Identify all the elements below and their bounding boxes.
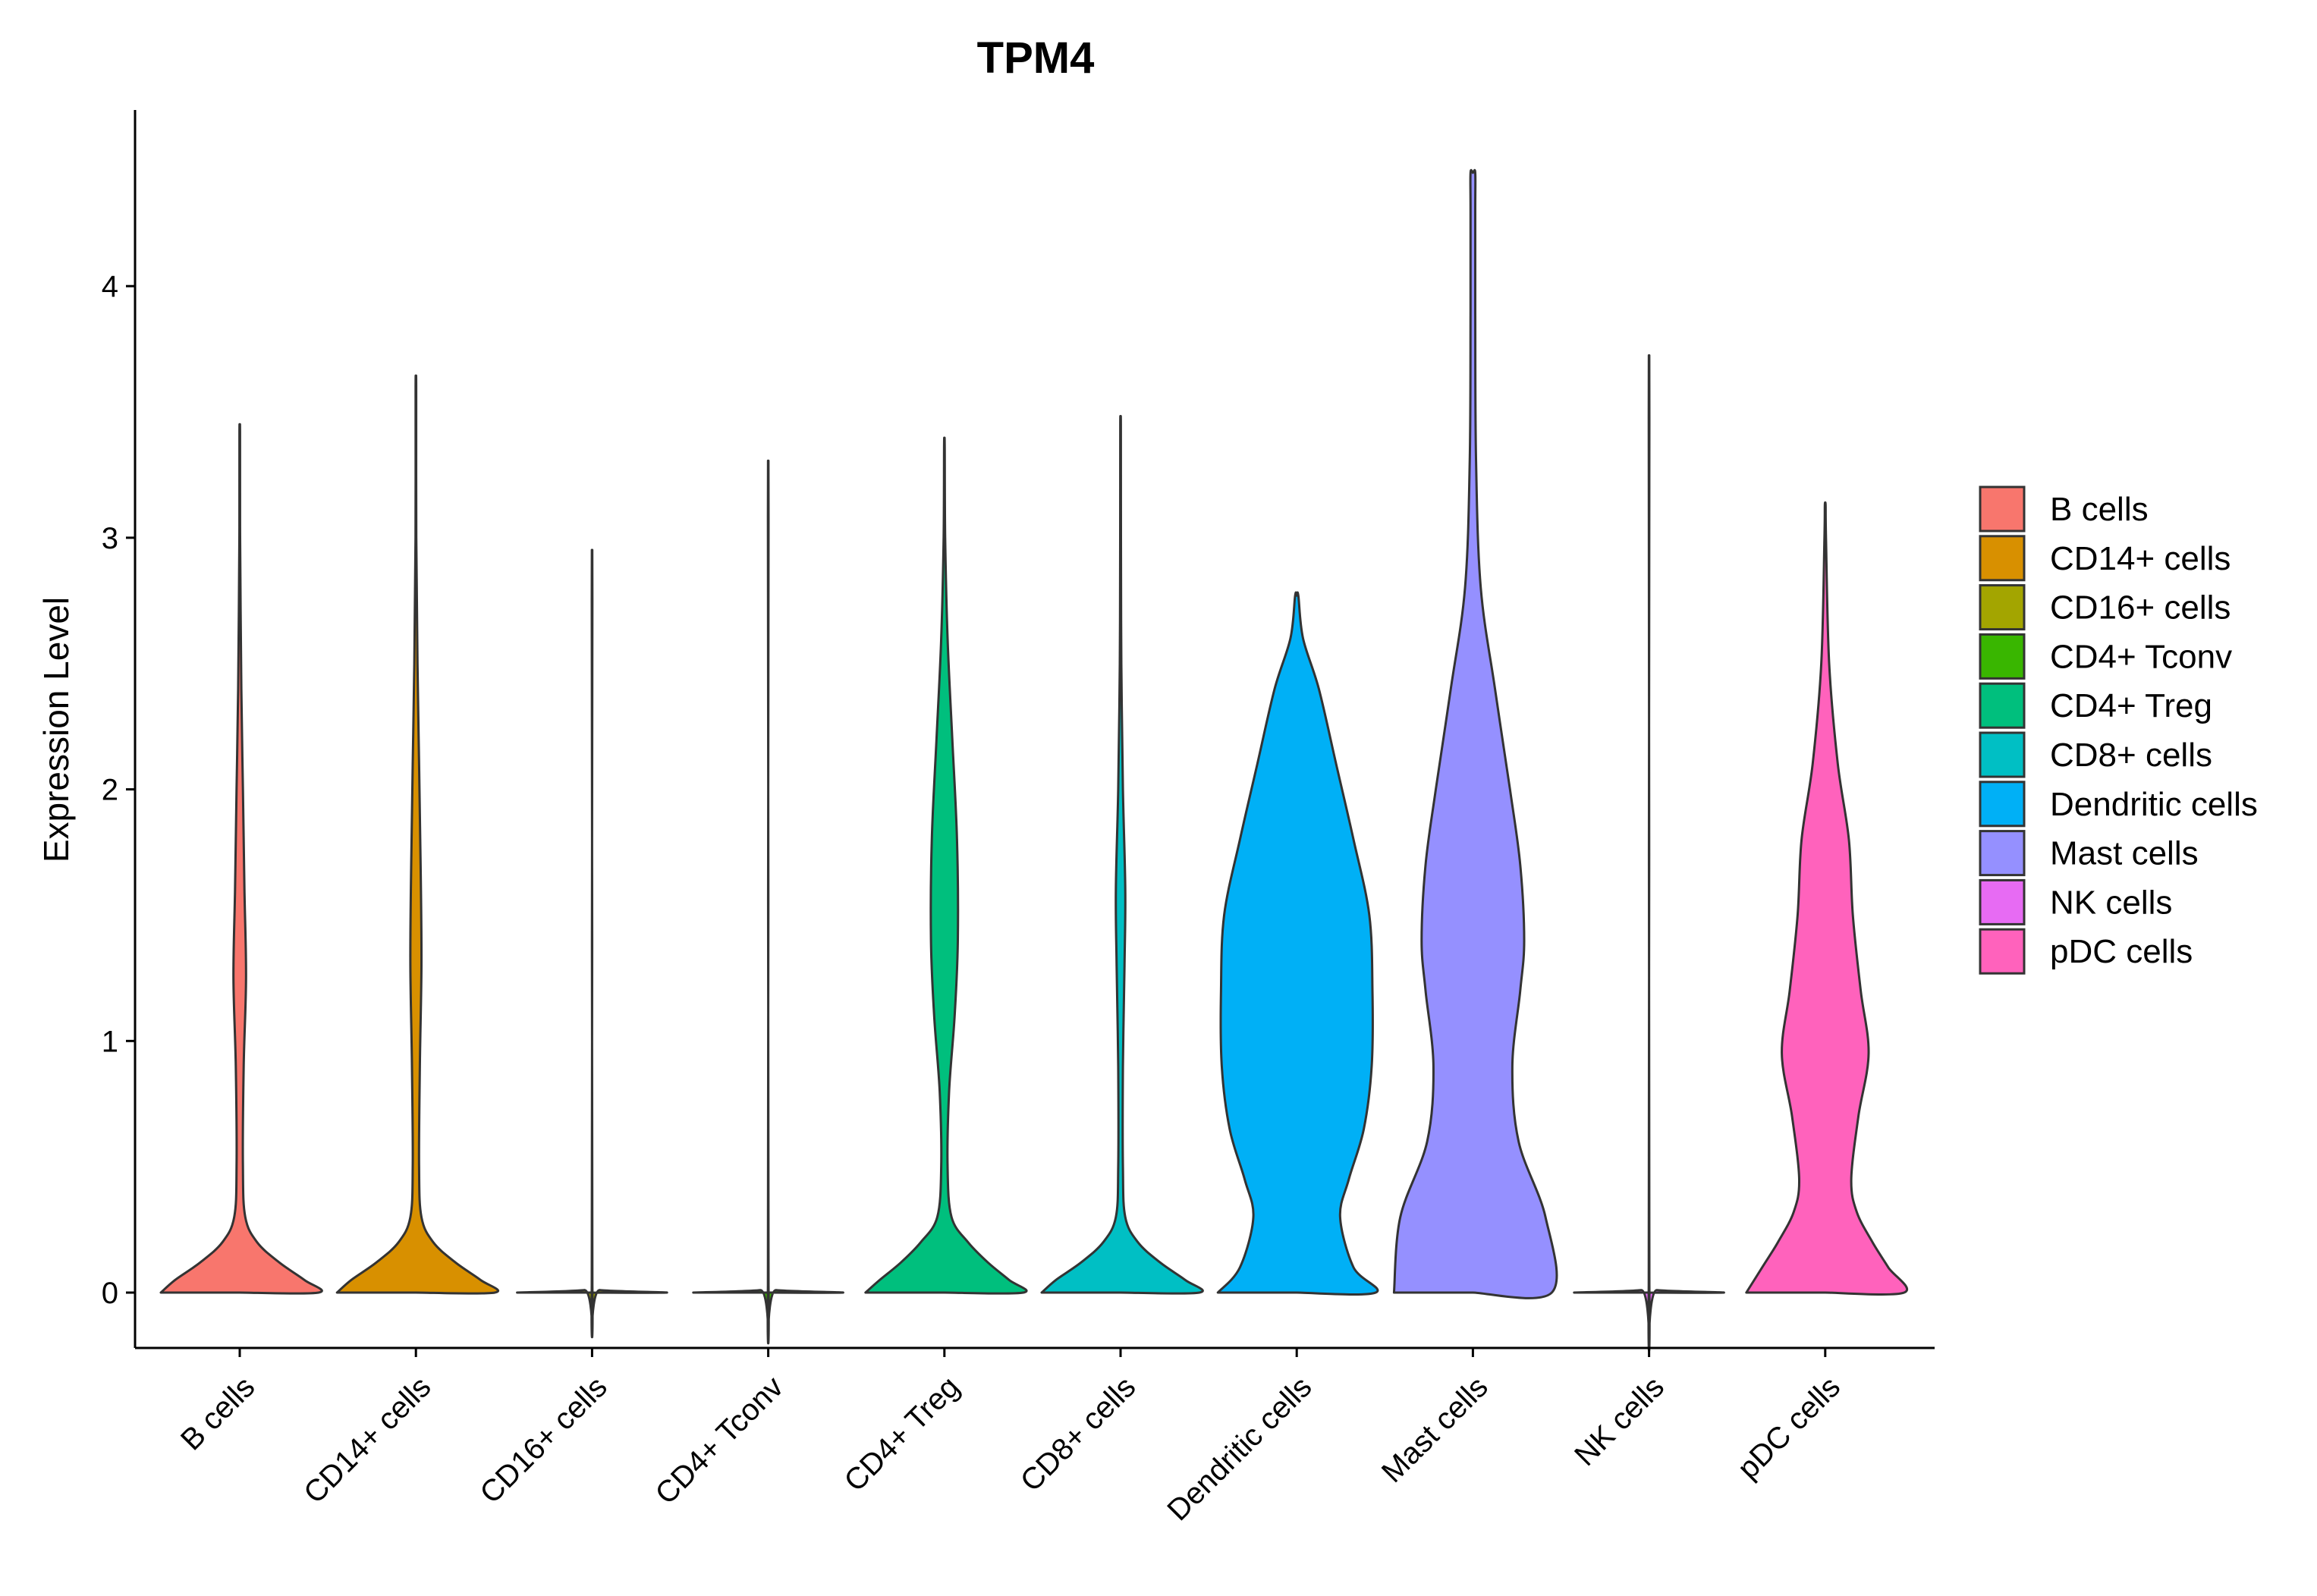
x-tick-label-cd16plus-cells: CD16+ cells: [473, 1370, 613, 1510]
x-tick-label-dendritic-cells: Dendritic cells: [1161, 1370, 1318, 1527]
legend-swatch-b-cells: [1979, 485, 2026, 533]
legend-label-cd14plus-cells: CD14+ cells: [2050, 540, 2231, 577]
legend-label-pdc-cells: pDC cells: [2050, 933, 2193, 970]
violin-cd16plus-cells: [516, 548, 668, 1339]
legend-label-cd4plus-tconv: CD4+ Tconv: [2050, 638, 2232, 675]
violin-cd8plus-cells: [1040, 415, 1204, 1295]
y-tick-label: 0: [102, 1277, 118, 1310]
violin-cd14plus-cells: [335, 374, 499, 1295]
violin-mast-cells: [1392, 168, 1558, 1299]
y-tick-label: 1: [102, 1025, 118, 1058]
y-tick-label: 2: [102, 774, 118, 807]
legend-swatch-cd14plus-cells: [1979, 535, 2026, 582]
x-tick-label-mast-cells: Mast cells: [1375, 1370, 1495, 1489]
x-tick-label-pdc-cells: pDC cells: [1731, 1370, 1847, 1485]
legend-label-nk-cells: NK cells: [2050, 884, 2172, 921]
legend-swatch-pdc-cells: [1979, 928, 2026, 975]
legend-swatch-cd8plus-cells: [1979, 731, 2026, 778]
violin-pdc-cells: [1745, 501, 1908, 1296]
legend-swatch-nk-cells: [1979, 878, 2026, 925]
legend: B cells CD14+ cells CD16+ cells CD4+ Tconv C…: [1979, 485, 2258, 975]
legend-label-cd4plus-treg: CD4+ Treg: [2050, 687, 2212, 724]
legend-swatch-cd16plus-cells: [1979, 584, 2026, 631]
violins-group: [159, 168, 1908, 1352]
x-tick-label-b-cells: B cells: [174, 1370, 261, 1456]
legend-label-cd16plus-cells: CD16+ cells: [2050, 589, 2231, 627]
legend-label-mast-cells: Mast cells: [2050, 835, 2199, 872]
x-tick-label-cd8plus-cells: CD8+ cells: [1014, 1370, 1143, 1498]
legend-label-b-cells: B cells: [2050, 491, 2149, 528]
x-tick-label-nk-cells: NK cells: [1568, 1370, 1671, 1472]
violin-cd4plus-treg: [864, 436, 1028, 1295]
x-tick-label-cd4plus-treg: CD4+ Treg: [838, 1370, 966, 1498]
legend-label-cd8plus-cells: CD8+ cells: [2050, 737, 2212, 774]
x-tick-label-cd14plus-cells: CD14+ cells: [297, 1370, 437, 1510]
axes-group: 0 1 2 3 4 B cells CD14+ cells CD16+ cells CD4+ T…: [102, 110, 1935, 1527]
y-tick-label: 3: [102, 522, 118, 555]
x-tick-label-cd4plus-tconv: CD4+ Tconv: [649, 1370, 790, 1510]
chart-title: TPM4: [977, 33, 1095, 83]
legend-swatch-cd4plus-treg: [1979, 682, 2026, 729]
violin-dendritic-cells: [1216, 591, 1379, 1296]
y-axis-label: Expression Level: [36, 597, 76, 862]
y-tick-label: 4: [102, 270, 118, 303]
legend-swatch-dendritic-cells: [1979, 781, 2026, 828]
violin-cd4plus-tconv: [692, 460, 844, 1345]
legend-label-dendritic-cells: Dendritic cells: [2050, 786, 2258, 823]
violin-b-cells: [159, 423, 323, 1295]
violin-nk-cells: [1573, 354, 1725, 1352]
legend-swatch-mast-cells: [1979, 830, 2026, 877]
legend-swatch-cd4plus-tconv: [1979, 633, 2026, 680]
